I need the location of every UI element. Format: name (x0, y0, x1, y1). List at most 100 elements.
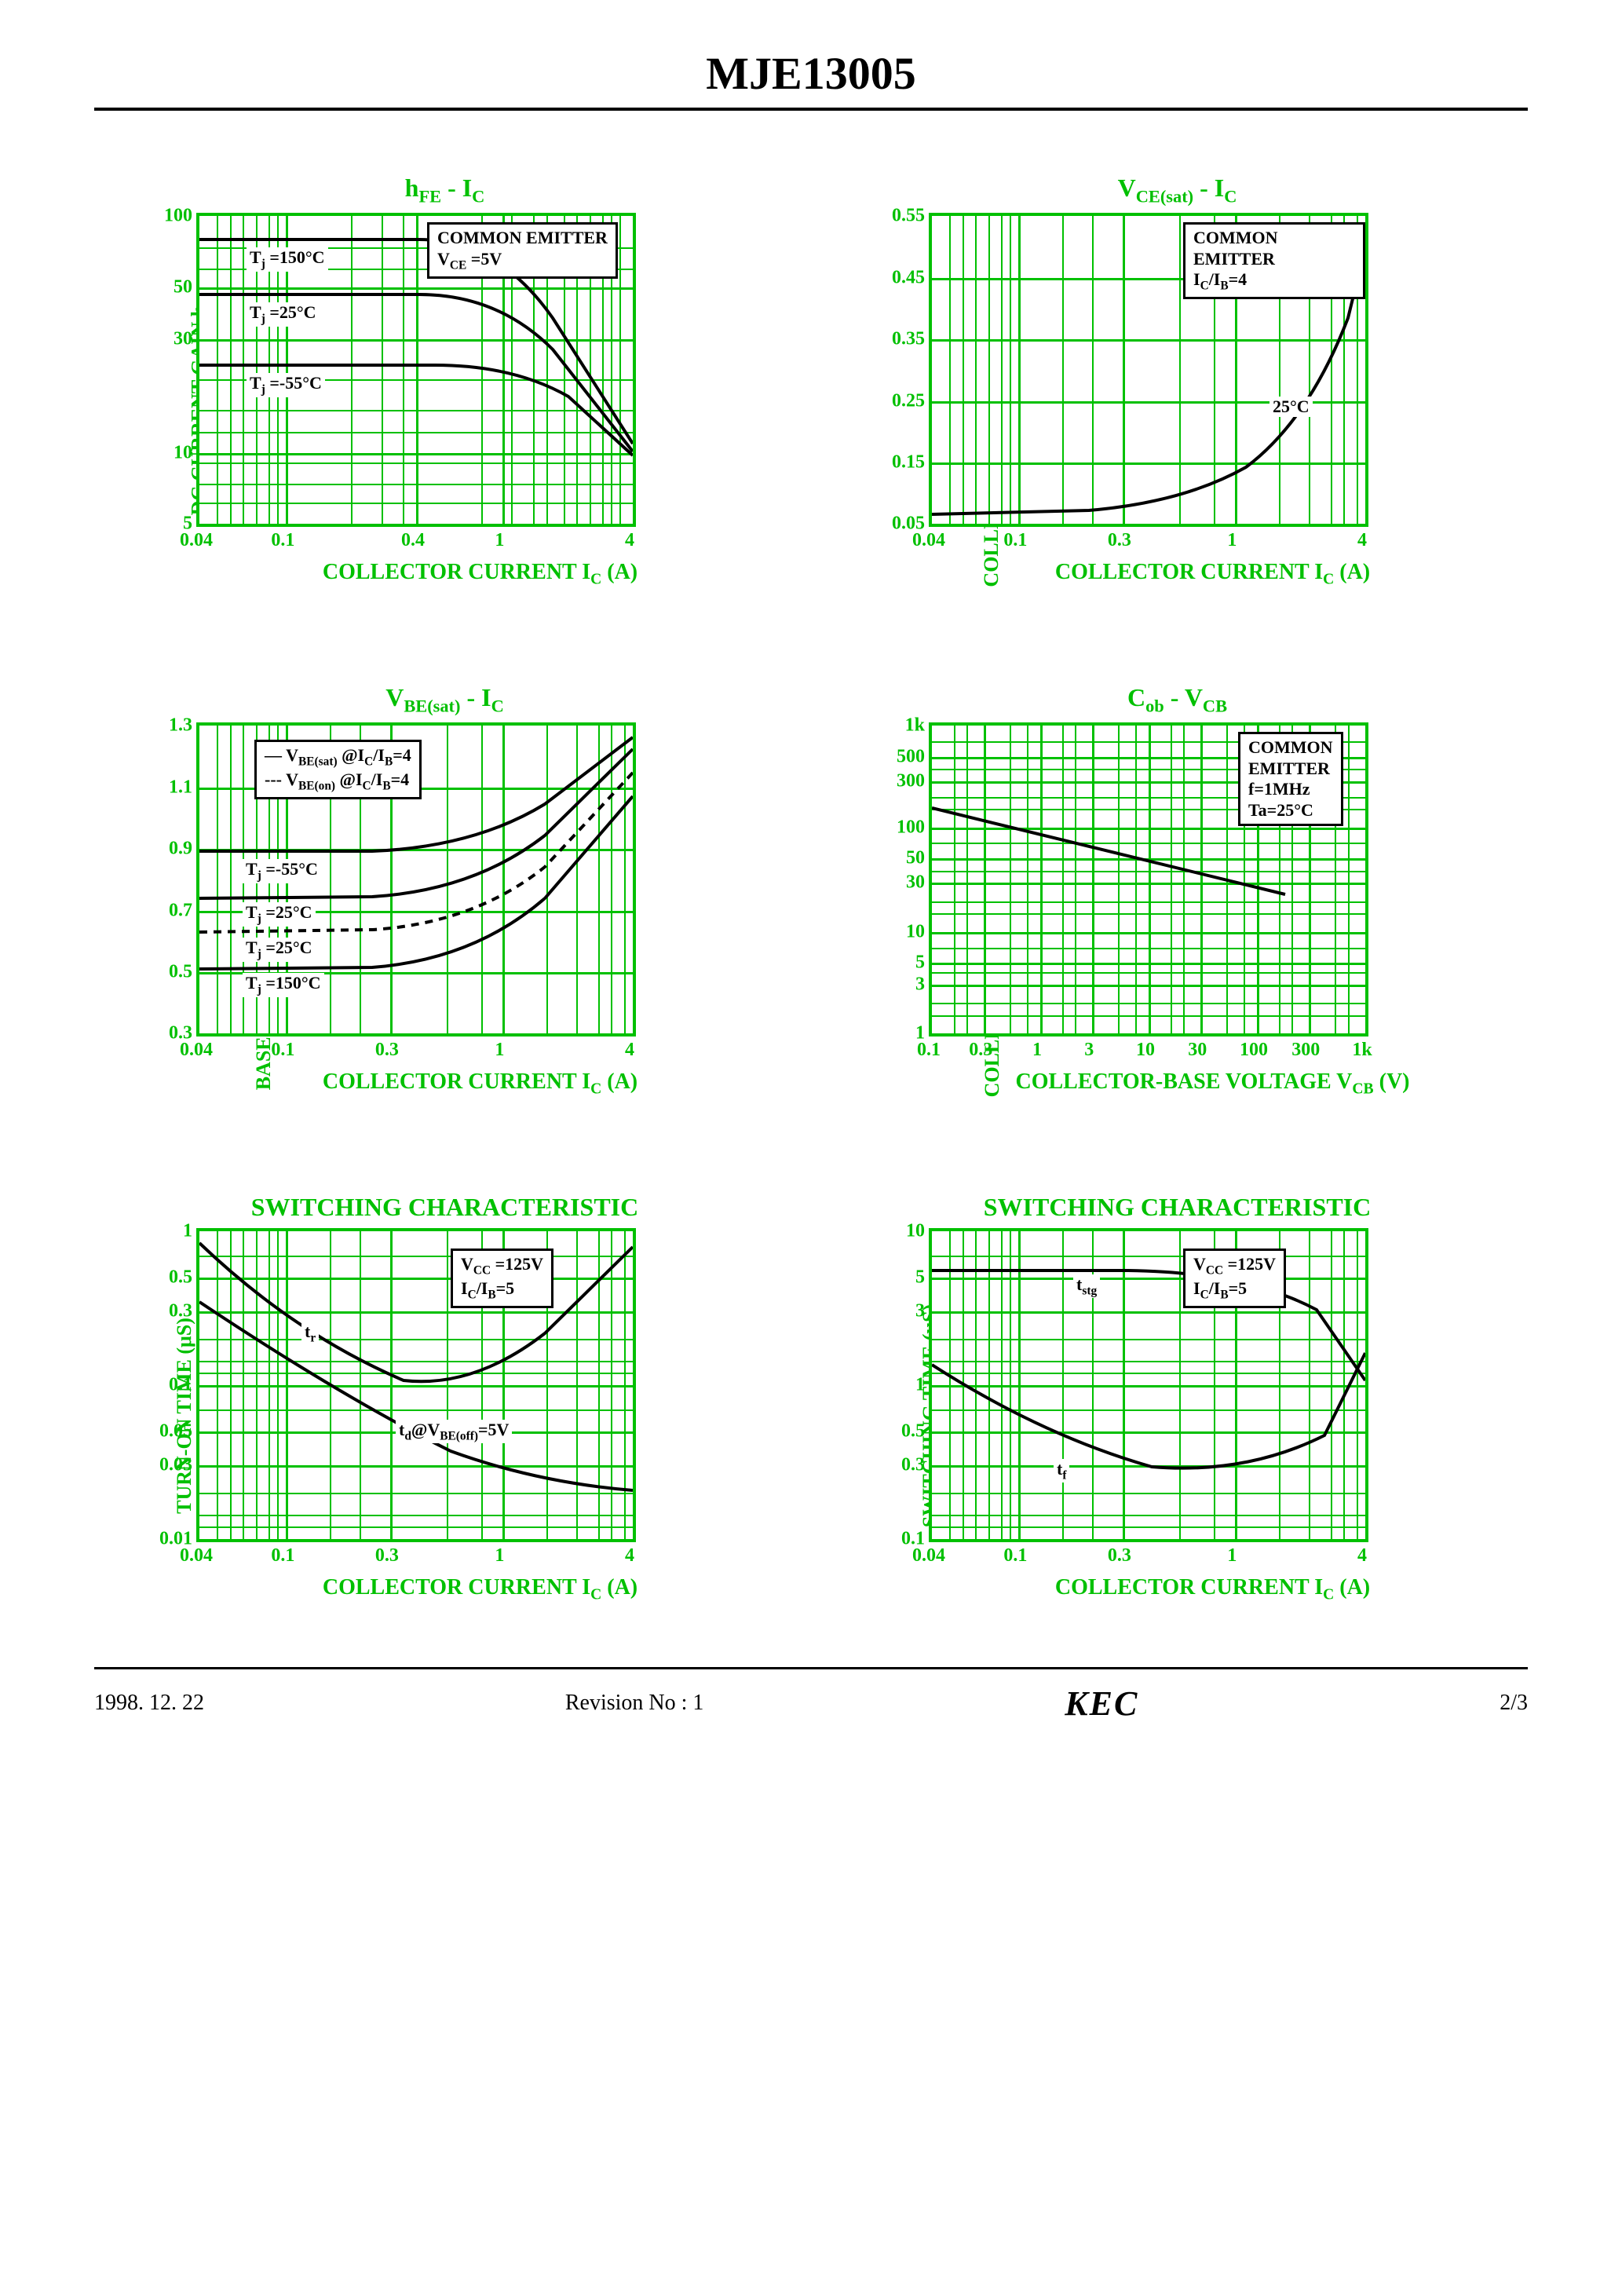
footer-page: 2/3 (1500, 1691, 1528, 1716)
y-tick: 0.15 (892, 452, 925, 473)
x-tick: 0.04 (180, 530, 213, 551)
plot-area: — VBE(sat) @IC/IB=4--- VBE(on) @IC/IB=4 T… (196, 722, 636, 1036)
chart-hfe-ic: hFE - ICDC CURRENT GAIN hFE5103050100COM… (126, 174, 764, 589)
y-tick: 0.5 (901, 1420, 925, 1442)
y-tick: 0.3 (901, 1454, 925, 1475)
x-tick: 0.1 (271, 1545, 294, 1567)
y-tick: 0.45 (892, 267, 925, 288)
y-tick: 10 (174, 443, 192, 464)
chart-title: hFE - IC (126, 174, 764, 207)
x-tick: 1 (495, 530, 504, 551)
legend: VCC =125VIC/IB=5 (1183, 1249, 1286, 1308)
legend: VCC =125VIC/IB=5 (451, 1249, 553, 1308)
plot-area: COMMON EMITTERIC/IB=4 25°C (929, 213, 1368, 527)
curve-annotation: 25°C (1269, 397, 1313, 417)
y-tick: 3 (915, 974, 925, 995)
footer-revision: Revision No : 1 (565, 1691, 704, 1716)
y-tick: 1k (905, 715, 925, 737)
y-tick: 50 (906, 847, 925, 868)
plot-area: COMMONEMITTERf=1MHzTa=25°C (929, 722, 1368, 1036)
chart-switching: SWITCHING CHARACTERISTICSWITCHING TIME (… (858, 1193, 1496, 1604)
curve-annotation: Tj =25°C (243, 902, 316, 926)
footer-date: 1998. 12. 22 (94, 1691, 204, 1716)
chart-title: Cob - VCB (858, 683, 1496, 716)
footer-logo: KEC (1065, 1684, 1138, 1724)
y-tick: 100 (164, 206, 192, 227)
x-axis-label: COLLECTOR CURRENT IC (A) (929, 1575, 1496, 1604)
y-tick: 1.1 (169, 777, 192, 798)
y-tick: 500 (897, 746, 925, 767)
x-tick: 30 (1188, 1040, 1207, 1061)
chart-title: VCE(sat) - IC (858, 174, 1496, 207)
chart-vcesat-ic: VCE(sat) - ICCOLLECTOR-EMITTER SATURATIO… (858, 174, 1496, 589)
y-tick: 0.1 (169, 1374, 192, 1395)
curve-annotation: Tj =150°C (247, 247, 328, 271)
y-tick: 100 (897, 817, 925, 838)
y-tick: 1 (915, 1374, 925, 1395)
y-tick: 30 (906, 872, 925, 894)
curve-annotation: Tj =-55°C (247, 373, 325, 397)
y-tick: 0.55 (892, 206, 925, 227)
y-tick: 0.5 (169, 961, 192, 982)
x-tick: 0.04 (180, 1545, 213, 1567)
y-tick: 0.3 (169, 1300, 192, 1322)
y-tick: 0.05 (159, 1420, 192, 1442)
x-tick: 4 (625, 1545, 634, 1567)
x-tick: 3 (1084, 1040, 1094, 1061)
curve-annotation: Tj =-55°C (243, 859, 321, 883)
x-tick: 1 (495, 1545, 504, 1567)
x-tick: 0.3 (375, 1040, 399, 1061)
footer-rule (94, 1667, 1528, 1669)
y-tick: 50 (174, 276, 192, 298)
x-tick: 1 (1032, 1040, 1042, 1061)
charts-grid: hFE - ICDC CURRENT GAIN hFE5103050100COM… (94, 174, 1528, 1604)
legend: COMMON EMITTERVCE =5V (427, 222, 618, 278)
x-axis-label: COLLECTOR CURRENT IC (A) (196, 560, 764, 589)
header-rule (94, 108, 1528, 111)
curve-annotation: Tj =150°C (243, 973, 324, 996)
y-tick: 10 (906, 1220, 925, 1241)
x-tick: 0.1 (917, 1040, 941, 1061)
page-title: MJE13005 (94, 47, 1528, 100)
y-tick: 0.25 (892, 390, 925, 411)
y-tick: 5 (915, 1267, 925, 1288)
y-tick: 0.9 (169, 839, 192, 860)
x-tick: 0.04 (912, 1545, 945, 1567)
chart-vbesat-ic: VBE(sat) - ICBASE-EMITTER VOLTAGE VBE(sa… (126, 683, 764, 1099)
x-tick: 10 (1136, 1040, 1155, 1061)
y-tick: 3 (915, 1300, 925, 1322)
x-tick: 4 (1357, 1545, 1367, 1567)
y-tick: 0.5 (169, 1267, 192, 1288)
curve-annotation: tstg (1073, 1274, 1100, 1298)
x-tick: 1 (495, 1040, 504, 1061)
x-tick: 100 (1240, 1040, 1268, 1061)
x-tick: 0.3 (1108, 1545, 1131, 1567)
x-tick: 4 (625, 530, 634, 551)
chart-title: VBE(sat) - IC (126, 683, 764, 716)
x-tick: 1 (1227, 1545, 1237, 1567)
x-tick: 4 (625, 1040, 634, 1061)
legend: — VBE(sat) @IC/IB=4--- VBE(on) @IC/IB=4 (254, 740, 422, 799)
y-tick: 300 (897, 770, 925, 792)
plot-area: COMMON EMITTERVCE =5V Tj =150°C Tj =25°C Tj… (196, 213, 636, 527)
x-tick: 0.1 (1003, 530, 1027, 551)
plot-area: VCC =125VIC/IB=5 tstg tf (929, 1228, 1368, 1542)
y-tick: 1 (183, 1220, 192, 1241)
x-tick: 0.3 (1108, 530, 1131, 551)
x-tick: 0.1 (271, 530, 294, 551)
chart-title: SWITCHING CHARACTERISTIC (126, 1193, 764, 1222)
y-tick: 10 (906, 922, 925, 943)
y-tick: 5 (915, 952, 925, 974)
curve-annotation: Tj =25°C (247, 302, 320, 326)
legend: COMMON EMITTERIC/IB=4 (1183, 222, 1365, 299)
y-tick: 0.35 (892, 329, 925, 350)
y-tick: 1.3 (169, 715, 192, 737)
legend: COMMONEMITTERf=1MHzTa=25°C (1238, 732, 1343, 826)
x-tick: 300 (1291, 1040, 1320, 1061)
y-tick: 0.03 (159, 1454, 192, 1475)
curve-annotation: Tj =25°C (243, 938, 316, 961)
y-tick: 0.7 (169, 900, 192, 921)
x-tick: 0.3 (969, 1040, 992, 1061)
x-tick: 0.3 (375, 1545, 399, 1567)
curve-annotation: tf (1054, 1459, 1069, 1483)
